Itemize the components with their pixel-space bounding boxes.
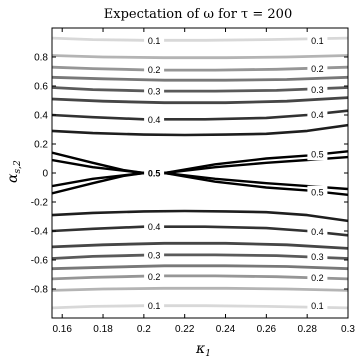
contour-label-3: 0.2 xyxy=(311,64,324,74)
y-tick-label-5: -0.2 xyxy=(31,198,49,209)
contour-label-11: 0.4 xyxy=(148,222,161,232)
contour-line-0 xyxy=(52,36,348,42)
contour-label-8: 0.5 xyxy=(311,150,324,160)
contour-label-bg-2 xyxy=(144,63,165,76)
contour-label-bg-5 xyxy=(307,83,328,96)
contour-label-7: 0.4 xyxy=(311,110,324,120)
y-tick-label-2: 0.4 xyxy=(34,111,48,122)
x-tick-label-6: 0.28 xyxy=(297,324,317,335)
contour-label-bg-18 xyxy=(307,299,328,312)
contour-line-11 xyxy=(52,241,348,250)
contour-line-7 xyxy=(52,264,348,271)
contour-label-bg-1 xyxy=(307,34,328,47)
contour-line-9 xyxy=(52,253,348,260)
x-axis-label-text: κ1 xyxy=(195,341,211,359)
contour-line-10 xyxy=(52,96,348,105)
contour-label-bg-6 xyxy=(144,113,165,126)
contour-line-5 xyxy=(52,274,348,281)
x-tick-label-5: 0.26 xyxy=(257,324,277,335)
contour-label-18: 0.1 xyxy=(311,301,324,311)
contour-label-bg-11 xyxy=(144,220,165,233)
y-tick-label-7: -0.6 xyxy=(31,256,49,267)
contour-line-14 xyxy=(52,123,348,137)
x-tick-label-0: 0.16 xyxy=(52,324,72,335)
contour-label-16: 0.2 xyxy=(311,273,324,283)
y-axis-label-text: αs,2 xyxy=(5,160,23,183)
y-tick-label-8: -0.8 xyxy=(31,285,49,296)
x-tick-label-4: 0.24 xyxy=(216,324,236,335)
contour-line-18 xyxy=(52,155,348,175)
y-tick-label-0: 0.8 xyxy=(34,53,48,64)
y-tick-label-4: 0 xyxy=(42,169,48,180)
x-axis-label: κ1 xyxy=(195,341,211,359)
contour-label-bg-16 xyxy=(307,271,328,284)
contour-label-12: 0.4 xyxy=(311,227,324,237)
contour-label-bg-15 xyxy=(144,270,165,283)
contour-line-1 xyxy=(52,304,348,310)
x-tick-label-3: 0.22 xyxy=(175,324,195,335)
contour-label-bg-0 xyxy=(144,34,165,47)
x-axis-ticks: 0.16 0.18 0.2 0.22 0.24 0.26 0.28 0.3 xyxy=(52,28,355,335)
contour-label-10: 0.5 xyxy=(311,187,324,197)
contour-line-4 xyxy=(52,65,348,72)
contour-line-19 xyxy=(52,171,348,191)
contour-line-12 xyxy=(52,109,348,121)
x-tick-label-2: 0.2 xyxy=(137,324,151,335)
contour-label-bg-13 xyxy=(144,248,165,261)
contour-line-2 xyxy=(52,54,348,60)
x-tick-label-7: 0.3 xyxy=(341,324,355,335)
y-tick-label-1: 0.6 xyxy=(34,82,48,93)
contour-line-8 xyxy=(52,86,348,93)
contour-label-9: 0.5 xyxy=(148,169,161,179)
contour-label-bg-10 xyxy=(307,185,328,198)
contour-label-bg-7 xyxy=(307,108,328,121)
contour-label-bg-12 xyxy=(307,225,328,238)
y-axis-ticks: 0.8 0.6 0.4 0.2 0 -0.2 -0.4 -0.6 -0.8 xyxy=(31,53,348,296)
contour-label-2: 0.2 xyxy=(148,65,161,75)
y-axis-label: αs,2 xyxy=(5,160,23,183)
contour-label-bg-8 xyxy=(307,148,328,161)
contour-labels: 0.1 0.1 0.2 0.2 0.3 0.3 0.4 0.4 0.5 0.5 0.5 0.4 0.4 0… xyxy=(144,34,328,312)
contour-label-5: 0.3 xyxy=(311,85,324,95)
contour-label-15: 0.2 xyxy=(148,272,161,282)
contour-line-13 xyxy=(52,225,348,237)
contour-label-bg-3 xyxy=(307,62,328,75)
contour-line-6 xyxy=(52,75,348,82)
contour-label-0: 0.1 xyxy=(148,36,161,46)
contour-label-6: 0.4 xyxy=(148,115,161,125)
y-tick-label-6: -0.4 xyxy=(31,227,49,238)
x-tick-label-1: 0.18 xyxy=(93,324,113,335)
y-tick-label-3: 0.2 xyxy=(34,140,48,151)
chart-title: Expectation of ω for τ = 200 xyxy=(104,7,292,22)
contour-line-3 xyxy=(52,286,348,292)
contour-label-13: 0.3 xyxy=(148,250,161,260)
contour-label-bg-14 xyxy=(307,250,328,263)
contour-label-14: 0.3 xyxy=(311,252,324,262)
contour-lines xyxy=(52,36,348,310)
contour-label-bg-17 xyxy=(144,299,165,312)
contour-label-bg-4 xyxy=(144,85,165,98)
contour-label-17: 0.1 xyxy=(148,301,161,311)
contour-line-15 xyxy=(52,209,348,223)
contour-label-4: 0.3 xyxy=(148,87,161,97)
contour-label-1: 0.1 xyxy=(311,36,324,46)
contour-label-bg-9 xyxy=(144,167,165,179)
